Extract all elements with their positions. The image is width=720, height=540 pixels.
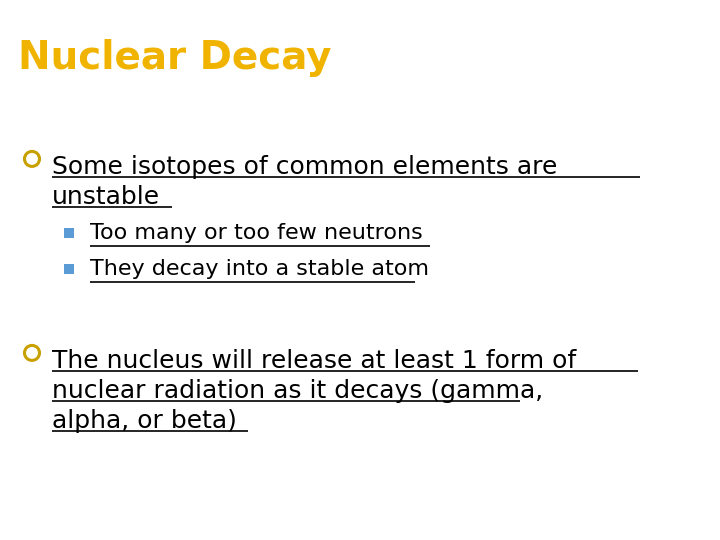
FancyBboxPatch shape [64, 228, 74, 238]
Text: nuclear radiation as it decays (gamma,: nuclear radiation as it decays (gamma, [52, 379, 544, 403]
Text: unstable: unstable [52, 185, 160, 209]
Text: The nucleus will release at least 1 form of: The nucleus will release at least 1 form… [52, 349, 576, 373]
Text: Too many or too few neutrons: Too many or too few neutrons [90, 223, 423, 243]
Text: alpha, or beta): alpha, or beta) [52, 409, 237, 433]
Text: Some isotopes of common elements are: Some isotopes of common elements are [52, 155, 557, 179]
Text: They decay into a stable atom: They decay into a stable atom [90, 259, 429, 279]
FancyBboxPatch shape [64, 264, 74, 274]
Text: Nuclear Decay: Nuclear Decay [18, 39, 331, 77]
